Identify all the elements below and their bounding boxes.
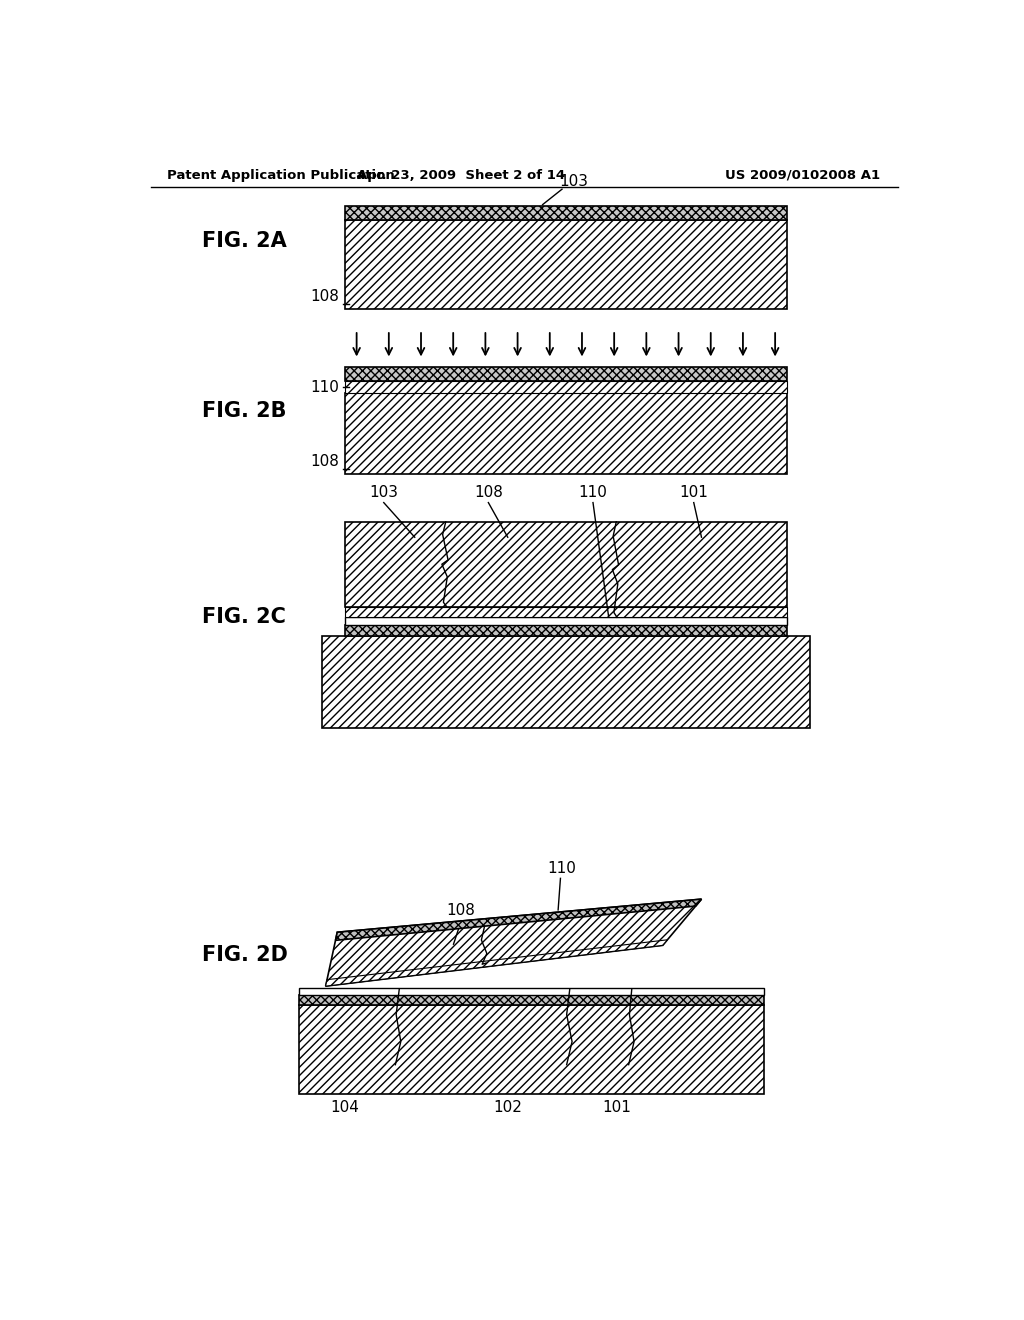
Text: Apr. 23, 2009  Sheet 2 of 14: Apr. 23, 2009 Sheet 2 of 14 — [357, 169, 565, 182]
Text: 102: 102 — [494, 1100, 522, 1115]
Text: FIG. 2A: FIG. 2A — [202, 231, 287, 251]
Polygon shape — [326, 940, 668, 986]
Text: Patent Application Publication: Patent Application Publication — [167, 169, 394, 182]
Text: 104: 104 — [331, 1100, 359, 1115]
Polygon shape — [326, 899, 701, 986]
Bar — [345, 607, 786, 618]
Polygon shape — [336, 899, 701, 940]
Text: 108: 108 — [446, 903, 476, 919]
Text: US 2009/0102008 A1: US 2009/0102008 A1 — [725, 169, 880, 182]
Text: 101: 101 — [602, 1100, 631, 1115]
Text: FIG. 2D: FIG. 2D — [202, 945, 288, 965]
Text: 110: 110 — [579, 486, 607, 500]
Text: 110: 110 — [310, 380, 339, 395]
Bar — [299, 987, 764, 995]
Bar — [322, 636, 810, 729]
Bar — [299, 995, 764, 1006]
Text: 101: 101 — [679, 486, 709, 500]
Bar — [345, 220, 786, 309]
Bar — [345, 367, 786, 381]
Bar — [345, 626, 786, 636]
Text: 108: 108 — [310, 289, 339, 304]
Text: 103: 103 — [559, 174, 588, 189]
Bar — [345, 206, 786, 220]
Bar — [299, 1006, 764, 1094]
Text: 103: 103 — [370, 486, 398, 500]
Bar — [345, 381, 786, 393]
Text: FIG. 2B: FIG. 2B — [202, 400, 286, 421]
Bar — [345, 521, 786, 607]
Bar — [345, 393, 786, 474]
Text: 108: 108 — [310, 454, 339, 470]
Text: FIG. 2C: FIG. 2C — [202, 607, 286, 627]
Text: 110: 110 — [548, 861, 577, 876]
Text: 108: 108 — [474, 486, 503, 500]
Bar — [345, 618, 786, 626]
